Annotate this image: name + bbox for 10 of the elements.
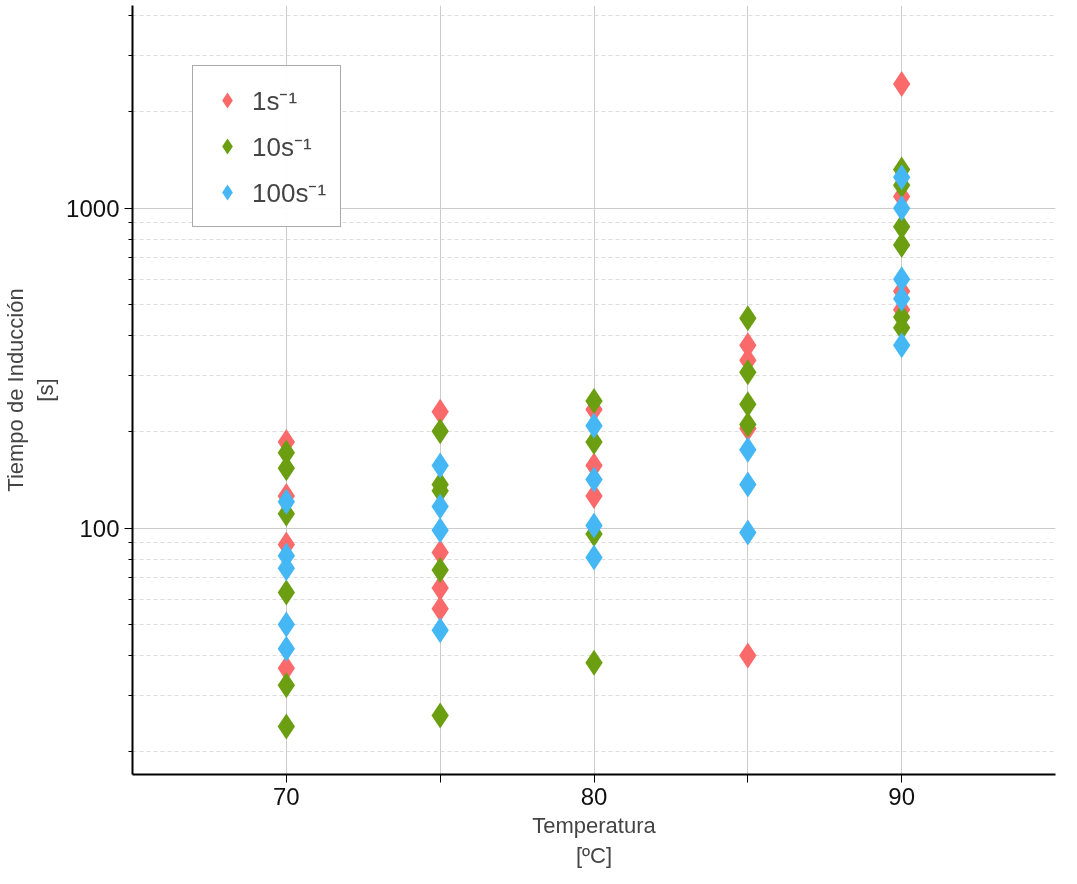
x-tick-label: 70 <box>272 782 300 810</box>
legend-label: 100s⁻¹ <box>252 177 327 210</box>
y-tick-label: 1000 <box>66 194 120 222</box>
y-axis-title: Tiempo de Inducción [s] <box>3 288 59 492</box>
x-axis-title: Temperatura [ºC] <box>532 812 657 868</box>
legend-label: 10s⁻¹ <box>252 131 312 164</box>
x-tick-label: 80 <box>580 782 608 810</box>
y-tick-label: 100 <box>79 514 120 542</box>
legend-label: 1s⁻¹ <box>252 85 298 118</box>
x-tick-label: 90 <box>888 782 916 810</box>
